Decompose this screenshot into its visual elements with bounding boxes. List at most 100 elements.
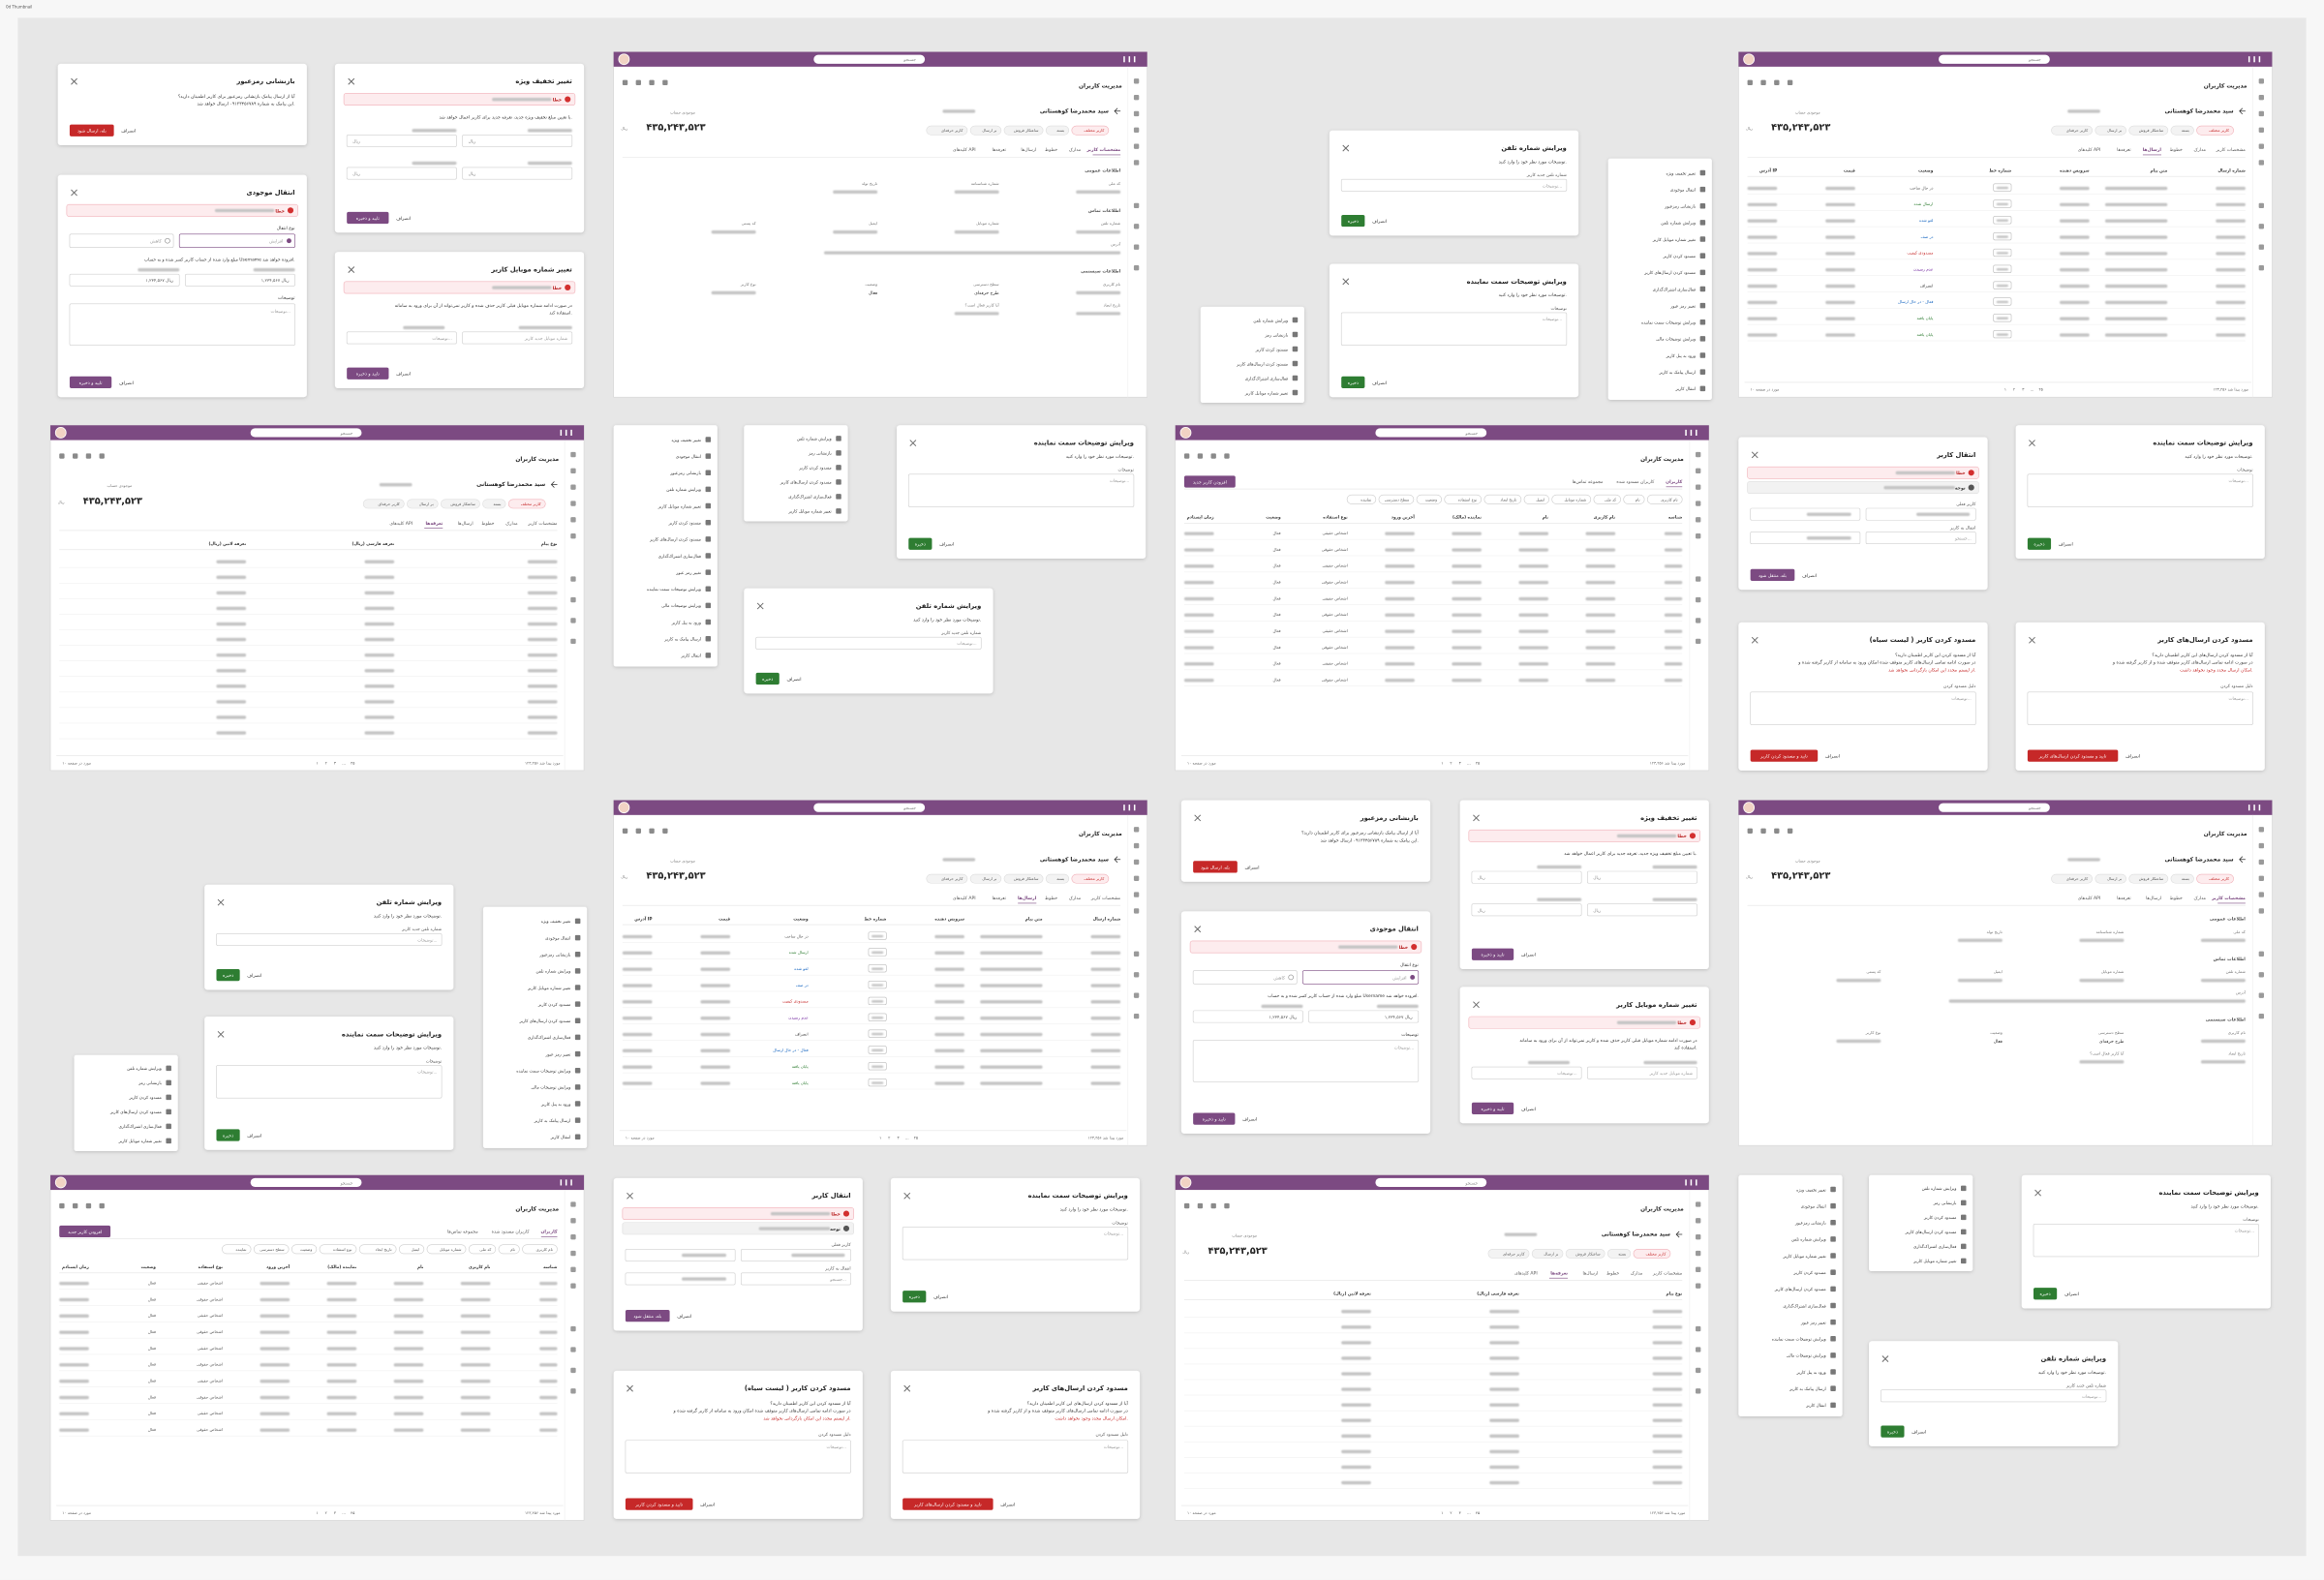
button-label[interactable]: تایید و ذخیره <box>1203 1118 1227 1123</box>
menu-item[interactable]: مسدود کردن کاربر <box>798 466 831 471</box>
menu-item[interactable]: مسدود کردن کاربر <box>1792 1270 1825 1276</box>
search-box[interactable] <box>1375 1177 1487 1188</box>
sidebar-icon[interactable] <box>1696 1367 1701 1374</box>
sidebar-icon[interactable] <box>1133 972 1140 978</box>
menu-item[interactable]: فعال‌سازی اشتراک‌گذاری <box>528 1035 570 1041</box>
toolbar-icon[interactable] <box>59 1202 65 1209</box>
sidebar-icon[interactable] <box>1696 576 1701 582</box>
cancel-button[interactable]: انصراف <box>2064 1291 2079 1297</box>
sidebar-icon[interactable] <box>2258 94 2265 101</box>
menu-item[interactable]: انتقال موجودی <box>1801 1204 1826 1209</box>
sidebar-icon[interactable] <box>1133 110 1140 117</box>
page-link[interactable]: ۱ <box>316 1510 318 1515</box>
tab[interactable]: مدارک <box>1631 1269 1643 1276</box>
sidebar-icon[interactable] <box>2258 842 2265 849</box>
toolbar-icon[interactable] <box>1747 79 1753 86</box>
toolbar-icon[interactable] <box>649 79 655 86</box>
menu-item[interactable]: بازنشانی رمزعبور <box>1794 1222 1826 1227</box>
page-link[interactable]: ۴۵ <box>914 1136 918 1140</box>
menu-item[interactable]: فعال‌سازی اشتراک‌گذاری <box>788 495 831 501</box>
tab[interactable]: مشخصات کاربر <box>1086 147 1120 153</box>
filter-chip[interactable] <box>358 1244 397 1255</box>
menu-item[interactable]: فعال‌سازی اشتراک‌گذاری <box>1913 1244 1956 1250</box>
sidebar-icon[interactable] <box>1696 1325 1701 1332</box>
button[interactable] <box>2027 537 2052 550</box>
tab[interactable]: مشخصات کاربر <box>527 521 558 527</box>
button[interactable] <box>1750 568 1795 581</box>
sidebar-icon[interactable] <box>1696 1283 1701 1289</box>
menu-item[interactable]: فعال‌سازی اشتراک‌گذاری <box>118 1124 161 1130</box>
sidebar-icon[interactable] <box>1696 1218 1701 1224</box>
button-label[interactable]: بله، ارسال شود <box>77 130 107 135</box>
menu-item[interactable]: ویرایش شماره تلفن <box>1661 222 1696 227</box>
input[interactable] <box>185 273 295 287</box>
input[interactable] <box>1471 1066 1582 1079</box>
toolbar-icon[interactable] <box>1210 453 1216 459</box>
sidebar-icon[interactable] <box>1133 992 1140 998</box>
menu-item[interactable]: ویرایش توضیحات سمت نماینده <box>647 588 701 592</box>
close-icon[interactable] <box>2034 1189 2041 1197</box>
button-label[interactable]: افزودن کاربر جدید <box>1193 479 1227 485</box>
tab[interactable]: کلیدهای API <box>2078 896 2101 901</box>
button[interactable] <box>2034 1288 2058 1300</box>
toolbar-icon[interactable] <box>1183 453 1190 459</box>
button-label[interactable]: بله، منتقل شود <box>633 1315 661 1320</box>
input[interactable] <box>625 1440 851 1474</box>
back-arrow[interactable] <box>1675 1231 1683 1238</box>
sidebar-icon[interactable] <box>1696 1347 1701 1352</box>
toolbar-icon[interactable] <box>662 79 668 86</box>
close-icon[interactable] <box>909 440 917 447</box>
menu-item[interactable]: تغییر شماره موبایل کاربر <box>1244 390 1289 396</box>
radio-option[interactable] <box>1192 970 1298 985</box>
close-icon[interactable] <box>1342 144 1350 152</box>
sidebar-icon[interactable] <box>570 501 576 506</box>
sidebar-icon[interactable] <box>570 1367 576 1374</box>
menu-item[interactable]: تغییر رمز عبور <box>675 571 701 576</box>
tab[interactable]: مشخصات کاربر <box>2211 896 2246 901</box>
button[interactable] <box>1471 1102 1514 1115</box>
toolbar-icon[interactable] <box>99 453 105 459</box>
sidebar-icon[interactable] <box>2258 264 2265 271</box>
toolbar-icon[interactable] <box>649 828 655 834</box>
button-label[interactable]: تایید و ذخیره <box>356 217 381 222</box>
toolbar-icon[interactable] <box>59 453 65 459</box>
filter-chip[interactable] <box>1416 494 1442 504</box>
menu-item[interactable]: مسدود کردن ارسال‌های کاربر <box>1236 361 1288 367</box>
input[interactable] <box>1881 1389 2107 1403</box>
tab[interactable]: ارسال‌ها <box>2146 896 2161 901</box>
button[interactable] <box>755 672 780 685</box>
sidebar-icon[interactable] <box>2258 110 2265 117</box>
sidebar-icon[interactable] <box>1696 596 1701 603</box>
button[interactable] <box>347 367 389 380</box>
menu-item[interactable]: مسدود کردن ارسال‌های کاربر <box>780 480 832 486</box>
menu-item[interactable]: ارسال پیامک به کاربر <box>534 1118 571 1124</box>
toolbar-icon[interactable] <box>73 453 78 459</box>
page-link[interactable]: ۴۵ <box>351 760 354 765</box>
toolbar-icon[interactable] <box>1760 79 1766 86</box>
button[interactable] <box>1193 861 1238 873</box>
cancel-button[interactable]: انصراف <box>933 1294 948 1300</box>
button[interactable] <box>216 1129 240 1141</box>
sidebar-icon[interactable] <box>570 576 576 582</box>
menu-item[interactable]: تغییر شماره موبایل کاربر <box>1652 237 1697 243</box>
page-link[interactable]: ... <box>1467 760 1471 765</box>
toolbar-icon[interactable] <box>1774 79 1780 86</box>
close-icon[interactable] <box>2029 636 2035 644</box>
toolbar-icon[interactable] <box>1787 79 1793 86</box>
input[interactable] <box>1750 532 1861 545</box>
input[interactable] <box>346 167 457 180</box>
search-box[interactable] <box>250 428 362 438</box>
tab[interactable]: مشخصات کاربر <box>1652 1270 1683 1276</box>
sidebar-icon[interactable] <box>570 638 576 645</box>
menu-item[interactable]: ویرایش شماره تلفن <box>666 488 701 493</box>
page-link[interactable]: ۲ <box>888 1136 890 1140</box>
close-icon[interactable] <box>1751 636 1758 644</box>
menu-item[interactable]: بازنشانی رمزعبور <box>1664 205 1696 210</box>
menu-item[interactable]: ویرایش توضیحات سمت نماینده <box>1772 1338 1826 1343</box>
close-icon[interactable] <box>1473 814 1480 822</box>
menu-item[interactable]: ارسال پیامک به کاربر <box>663 637 701 643</box>
page-link[interactable]: ۱ <box>1441 1510 1443 1515</box>
filter-chip[interactable] <box>253 1244 290 1255</box>
filter-chip[interactable] <box>1444 494 1483 504</box>
page-link[interactable]: ... <box>342 760 346 765</box>
